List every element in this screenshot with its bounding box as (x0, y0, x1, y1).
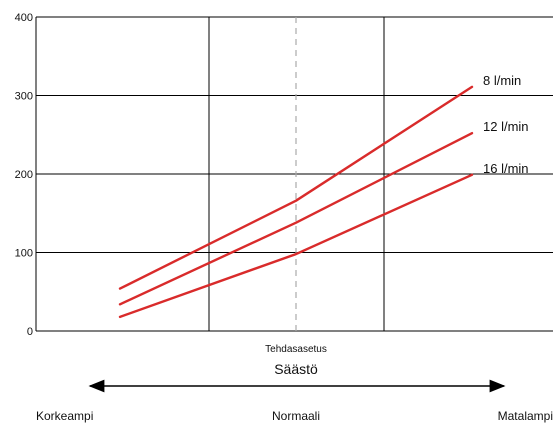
grid-layer (35, 16, 553, 332)
series-label-1: 12 l/min (483, 119, 529, 134)
series-line-1 (118, 131, 474, 306)
series-line-0 (118, 85, 474, 290)
y-tick-label-400: 400 (15, 12, 33, 24)
series-label-0: 8 l/min (483, 73, 521, 88)
y-tick-label-300: 300 (15, 91, 33, 103)
series-label-2: 16 l/min (483, 161, 529, 176)
saving-label: Säästö (274, 361, 318, 377)
y-tick-label-100: 100 (15, 248, 33, 260)
factory-setting-label: Tehdasasetus (265, 344, 327, 355)
label-normaali: Normaali (272, 409, 320, 423)
y-tick-label-0: 0 (27, 326, 33, 338)
y-tick-label-200: 200 (15, 169, 33, 181)
label-matalampi: Matalampi (498, 409, 553, 423)
series-line-2 (118, 173, 474, 319)
label-layer: 0 100 200 300 400 8 l/min 12 l/min 16 l/min (15, 12, 529, 338)
label-korkeampi: Korkeampi (36, 409, 93, 423)
series-layer (118, 85, 474, 319)
